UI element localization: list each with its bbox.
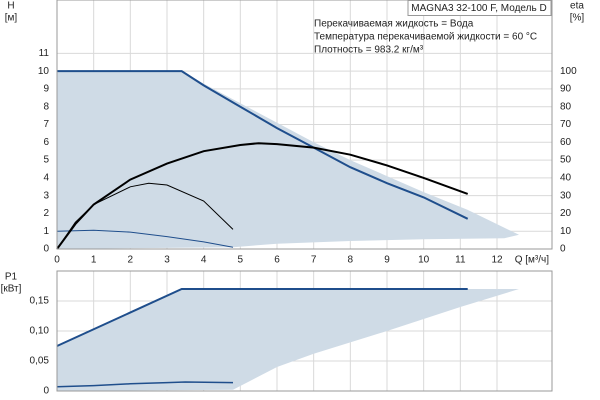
- x-tick-label: 4: [201, 255, 207, 266]
- y-tick-label: 0,10: [30, 326, 50, 337]
- x-tick-label: 1: [91, 255, 97, 266]
- annotation: Плотность = 983.2 кг/м³: [314, 45, 424, 56]
- x-tick-label: 7: [311, 255, 317, 266]
- annotation: Температура перекачиваемой жидкости = 60…: [314, 32, 537, 43]
- y2-tick-label: 70: [560, 119, 572, 130]
- y-tick-label: 0: [43, 386, 49, 397]
- curve: [56, 182, 234, 250]
- y2-tick-label: 60: [560, 137, 572, 148]
- y2-axis-label: eta: [570, 1, 584, 12]
- y-tick-label: 0,05: [30, 356, 50, 367]
- y2-axis-label: [%]: [570, 13, 585, 24]
- curve: [56, 381, 234, 388]
- y-tick-label: 10: [38, 66, 50, 77]
- plot-frame: [56, 270, 553, 392]
- y2-tick-label: 30: [560, 190, 572, 201]
- curve: [56, 142, 469, 250]
- plot-frame: [56, 0, 553, 250]
- y-axis-label: P1: [5, 272, 18, 283]
- y-tick-label: 7: [43, 119, 49, 130]
- x-tick-label: 10: [418, 255, 430, 266]
- x-tick-label: 12: [491, 255, 503, 266]
- x-tick-label: 3: [164, 255, 170, 266]
- y-tick-label: 11: [39, 48, 50, 59]
- y2-tick-label: 90: [560, 84, 572, 95]
- y2-tick-label: 20: [560, 208, 572, 219]
- operating-area: [57, 289, 519, 391]
- y-tick-label: 2: [43, 208, 49, 219]
- y-tick-label: 8: [43, 101, 49, 112]
- y-axis-label: [м]: [5, 13, 18, 24]
- y2-tick-label: 40: [560, 172, 572, 183]
- x-tick-label: 8: [348, 255, 354, 266]
- x-tick-label: 5: [238, 255, 244, 266]
- x-tick-label: 11: [455, 255, 466, 266]
- y-tick-label: 9: [43, 84, 49, 95]
- y-axis-label: H: [7, 1, 14, 12]
- y-tick-label: 5: [43, 155, 49, 166]
- x-tick-label: 0: [54, 255, 60, 266]
- curve: [57, 70, 469, 220]
- y-tick-label: 6: [43, 137, 49, 148]
- y2-tick-label: 10: [560, 226, 572, 237]
- y2-tick-label: 80: [560, 101, 572, 112]
- y2-tick-label: 50: [560, 155, 572, 166]
- y-tick-label: 0,15: [30, 296, 50, 307]
- x-axis-label: Q [м³/ч]: [515, 255, 550, 266]
- y-axis-label: [кВт]: [1, 284, 22, 295]
- y-tick-label: 1: [43, 226, 49, 237]
- operating-area: [57, 71, 519, 249]
- title-box: [407, 0, 552, 16]
- x-tick-label: 2: [128, 255, 134, 266]
- annotation: Перекачиваемая жидкость = Вода: [314, 19, 474, 30]
- y-tick-label: 4: [43, 172, 49, 183]
- chart-title: MAGNA3 32-100 F, Модель D: [411, 3, 546, 14]
- y2-tick-label: 100: [560, 66, 577, 77]
- y-tick-label: 0: [43, 244, 49, 255]
- y-tick-label: 3: [43, 190, 49, 201]
- y2-tick-label: 0: [560, 244, 566, 255]
- curve: [56, 229, 234, 248]
- x-tick-label: 6: [274, 255, 280, 266]
- curve: [56, 288, 468, 347]
- x-tick-label: 9: [384, 255, 390, 266]
